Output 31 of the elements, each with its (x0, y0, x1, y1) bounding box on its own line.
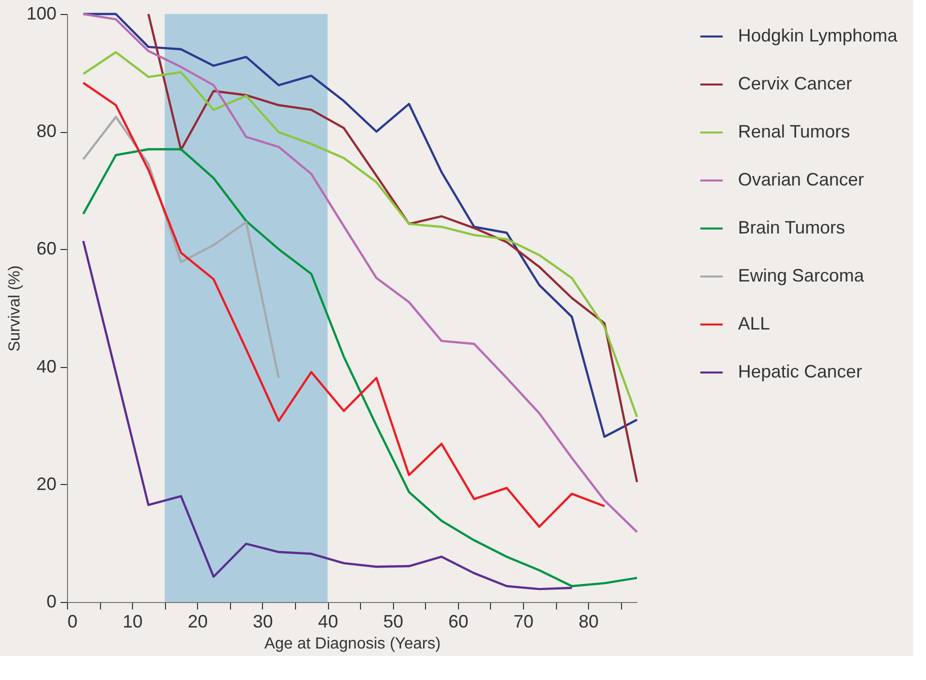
line-series (82, 148, 638, 588)
legend-label: Hodgkin Lymphoma (738, 26, 898, 46)
legend-label: Cervix Cancer (738, 74, 852, 94)
legend-label: ALL (738, 314, 770, 334)
legend-label: Renal Tumors (738, 122, 850, 142)
x-tick-label: 30 (252, 612, 273, 632)
line-series (82, 116, 280, 380)
line-series (82, 82, 606, 528)
legend-label: Ewing Sarcoma (738, 266, 866, 286)
line-series (147, 12, 638, 484)
x-tick-label: 50 (383, 612, 404, 632)
y-tick-label: 20 (36, 474, 56, 494)
line-series (82, 240, 573, 590)
y-tick-label: 40 (36, 356, 56, 376)
x-tick-label: 20 (188, 612, 208, 632)
x-tick-label: 60 (448, 612, 468, 632)
y-tick-label: 0 (46, 592, 56, 612)
x-axis-title: Age at Diagnosis (Years) (264, 636, 441, 652)
x-tick-label: 80 (578, 612, 599, 632)
legend-label: Hepatic Cancer (738, 362, 862, 382)
legend-label: Ovarian Cancer (738, 170, 864, 190)
x-tick-label: 40 (318, 612, 338, 632)
x-tick-label: 0 (68, 612, 78, 632)
y-axis-title: Survival (%) (6, 265, 24, 352)
y-tick-label: 100 (26, 4, 56, 24)
y-tick-label: 60 (36, 238, 56, 259)
x-tick-label: 10 (122, 612, 143, 632)
legend-label: Brain Tumors (738, 218, 846, 238)
line-series (82, 12, 638, 534)
x-tick-label: 70 (513, 612, 534, 632)
y-tick-label: 80 (36, 121, 56, 142)
